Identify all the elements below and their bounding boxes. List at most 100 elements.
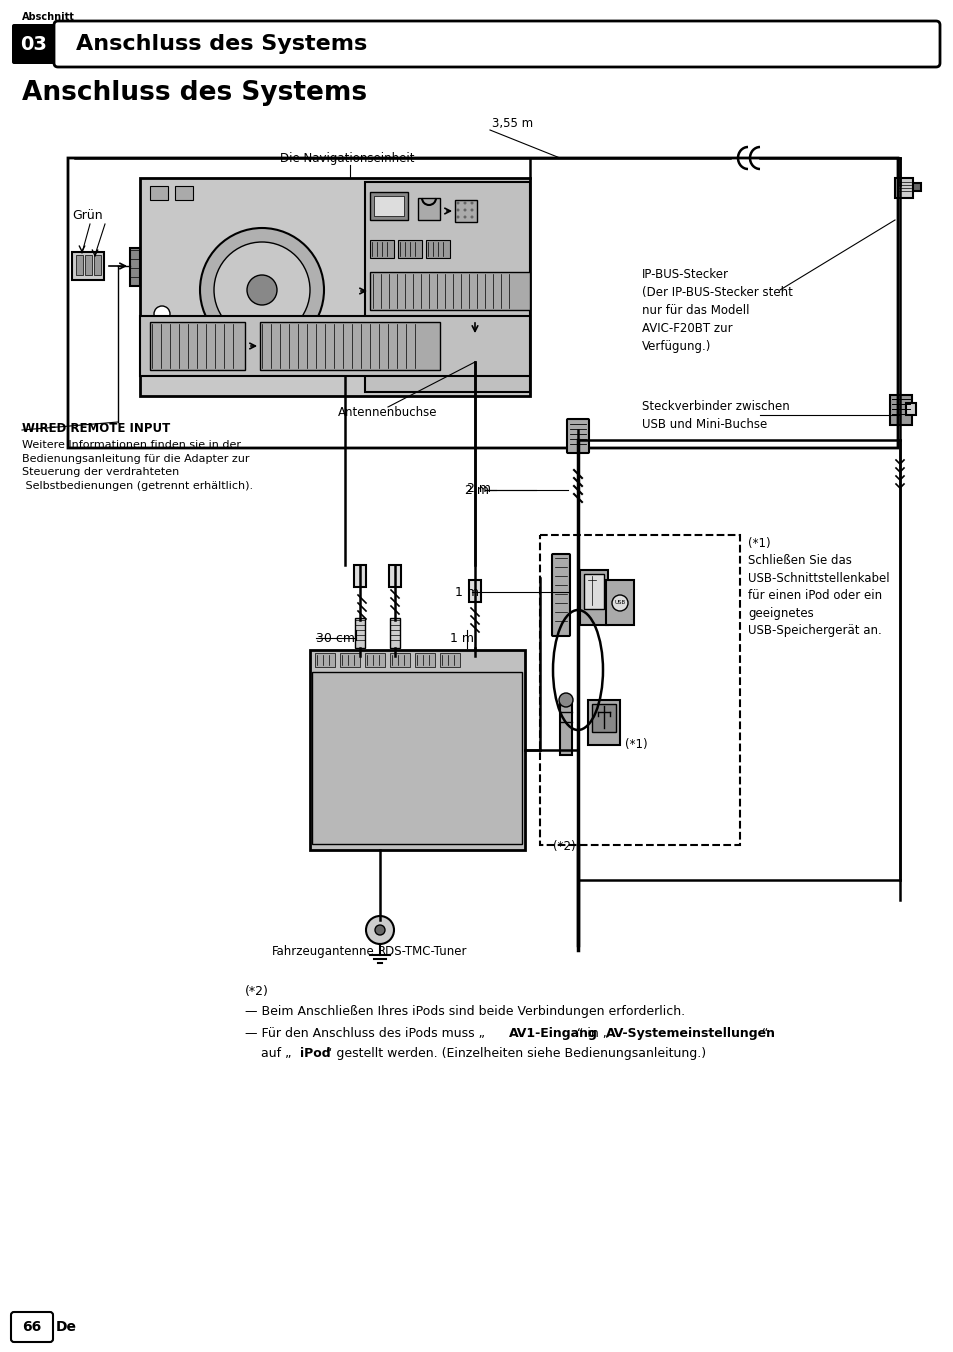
Text: — Für den Anschluss des iPods muss „: — Für den Anschluss des iPods muss „ [245,1028,484,1040]
Circle shape [463,208,466,211]
Text: AV1-Eingang: AV1-Eingang [509,1028,598,1040]
Circle shape [247,274,276,306]
Text: Weitere Informationen finden sie in der
Bedienungsanleitung für die Adapter zur
: Weitere Informationen finden sie in der … [22,439,253,491]
Text: 1 m: 1 m [455,585,478,599]
Text: Antennenbuchse: Antennenbuchse [337,406,437,419]
Bar [455,200,476,222]
Bar [260,322,439,370]
Circle shape [366,917,394,944]
Bar [314,653,335,667]
Bar [894,178,912,197]
Bar [130,247,140,287]
Circle shape [200,228,324,352]
Text: Anschluss des Systems: Anschluss des Systems [22,80,367,105]
Bar [426,241,450,258]
Circle shape [375,925,385,936]
Bar [174,187,193,200]
Text: 1 m: 1 m [450,631,474,645]
Text: — Beim Anschließen Ihres iPods sind beide Verbindungen erforderlich.: — Beim Anschließen Ihres iPods sind beid… [245,1005,684,1018]
Circle shape [470,208,473,211]
Text: (*1): (*1) [624,738,647,750]
Bar [365,653,385,667]
Bar [71,251,104,280]
Bar [339,653,359,667]
Text: (*2): (*2) [553,840,575,853]
Circle shape [456,201,459,204]
Text: iPod: iPod [299,1046,331,1060]
Bar [150,187,168,200]
Bar [150,322,245,370]
FancyBboxPatch shape [566,419,588,453]
Circle shape [153,306,170,322]
Text: Fahrzeugantenne: Fahrzeugantenne [272,945,375,959]
Text: Steckverbinder zwischen
USB und Mini-Buchse: Steckverbinder zwischen USB und Mini-Buc… [641,400,789,431]
Text: USB: USB [614,600,625,606]
Bar [370,272,530,310]
Bar [355,618,365,648]
Text: “ gestellt werden. (Einzelheiten siehe Bedienungsanleitung.): “ gestellt werden. (Einzelheiten siehe B… [326,1046,705,1060]
Bar [390,618,399,648]
Text: Anschluss des Systems: Anschluss des Systems [76,34,367,54]
Circle shape [463,215,466,219]
Circle shape [463,201,466,204]
Circle shape [612,595,627,611]
Bar [439,653,459,667]
Bar [389,565,400,587]
Bar [310,650,524,850]
Bar [312,672,521,844]
Text: 03: 03 [21,35,48,54]
Bar [583,575,603,608]
Bar [539,535,740,845]
Text: IP-BUS-Stecker
(Der IP-BUS-Stecker steht
nur für das Modell
AVIC-F20BT zur
Verfü: IP-BUS-Stecker (Der IP-BUS-Stecker steht… [641,268,792,353]
Bar [889,395,911,425]
Circle shape [213,242,310,338]
Circle shape [470,215,473,219]
Circle shape [469,339,480,352]
Text: 30 cm: 30 cm [315,631,355,645]
Bar [374,196,403,216]
FancyBboxPatch shape [54,22,939,68]
Text: (*1): (*1) [747,537,770,550]
Bar [140,316,530,376]
FancyBboxPatch shape [12,24,56,64]
Bar [912,183,920,191]
FancyBboxPatch shape [11,1311,53,1343]
Text: 3,55 m: 3,55 m [492,118,533,130]
Bar [140,178,530,396]
Bar [417,197,439,220]
Bar [469,580,480,602]
Bar [370,241,394,258]
Circle shape [456,215,459,219]
Text: 2 m: 2 m [464,484,489,496]
Text: Schließen Sie das
USB-Schnittstellenkabel
für einen iPod oder ein
geeignetes
USB: Schließen Sie das USB-Schnittstellenkabe… [747,554,889,637]
Bar [587,700,619,745]
Text: 66: 66 [22,1320,42,1334]
Circle shape [470,201,473,204]
FancyBboxPatch shape [552,554,569,635]
Bar [559,700,572,754]
Bar [397,241,421,258]
Text: auf „: auf „ [245,1046,292,1060]
Text: AV-Systemeinstellungen: AV-Systemeinstellungen [605,1028,775,1040]
Text: “ in „: “ in „ [577,1028,608,1040]
Bar [94,256,101,274]
Bar [354,565,366,587]
Circle shape [456,208,459,211]
Circle shape [558,694,573,707]
Bar [415,653,435,667]
Bar [592,704,616,731]
Bar [365,183,530,392]
Text: Abschnitt: Abschnitt [22,12,74,22]
Bar [370,192,408,220]
Text: De: De [56,1320,77,1334]
Text: “: “ [761,1028,767,1040]
Bar [905,403,915,415]
Text: RDS-TMC-Tuner: RDS-TMC-Tuner [377,945,467,959]
Text: WIRED REMOTE INPUT: WIRED REMOTE INPUT [22,422,170,435]
Bar [605,580,634,625]
Text: 2 m: 2 m [467,481,491,495]
Text: Grün: Grün [71,210,103,222]
Text: Die Navigationseinheit: Die Navigationseinheit [280,151,414,165]
Bar [390,653,410,667]
Bar [85,256,91,274]
